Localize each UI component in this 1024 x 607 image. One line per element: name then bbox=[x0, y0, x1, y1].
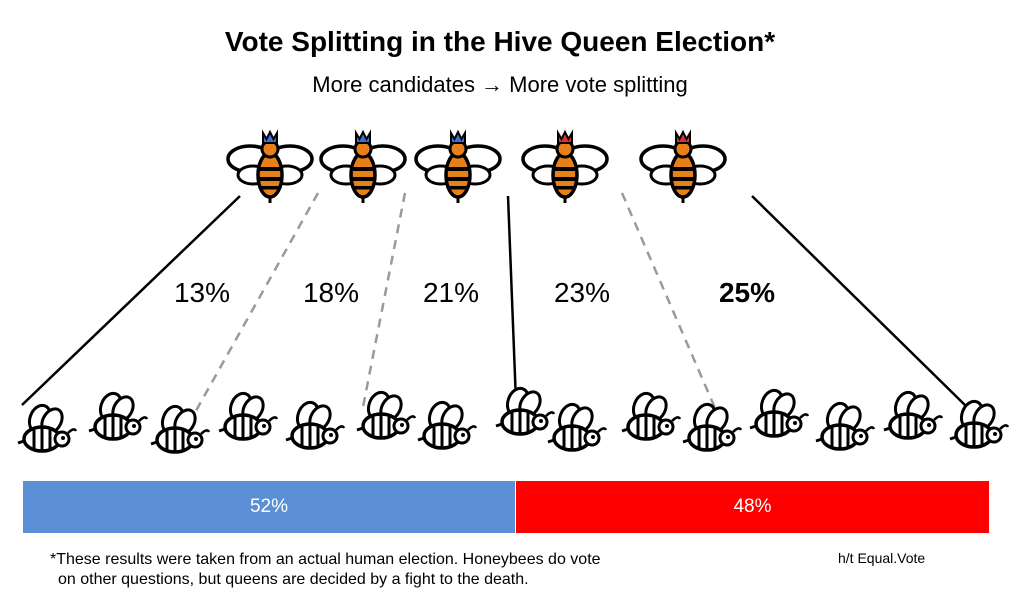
worker-bee-icon bbox=[814, 398, 876, 451]
worker-bee-icon bbox=[87, 388, 149, 441]
footnote: *These results were taken from an actual… bbox=[50, 550, 810, 590]
worker-bee-icon bbox=[16, 400, 78, 453]
red-total-label: 48% bbox=[733, 496, 772, 517]
crown-icon bbox=[262, 129, 278, 144]
worker-bee-icon bbox=[948, 396, 1010, 449]
queen-bee-icon bbox=[521, 129, 609, 205]
footnote-line-2: on other questions, but queens are decid… bbox=[58, 571, 529, 588]
worker-bee-icon bbox=[620, 388, 682, 441]
worker-bee-icon bbox=[882, 387, 944, 440]
worker-bee-icon bbox=[681, 399, 743, 452]
worker-bee-icon bbox=[217, 388, 279, 441]
worker-bee-voters bbox=[16, 383, 1010, 454]
worker-bee-icon bbox=[494, 383, 556, 436]
dashed-divider-line bbox=[620, 192, 720, 416]
connector-lines bbox=[21, 192, 969, 426]
crown-icon bbox=[450, 129, 466, 144]
vote-share-label: 25% bbox=[718, 277, 776, 308]
crown-icon bbox=[557, 129, 573, 144]
diagram-subtitle: More candidates → More vote splitting bbox=[312, 72, 688, 97]
worker-bee-icon bbox=[355, 387, 417, 440]
queen-bee-icon bbox=[414, 129, 502, 205]
credit-text: h/t Equal.Vote bbox=[838, 550, 926, 566]
queen-bee-icon bbox=[319, 129, 407, 205]
queen-bee-icon bbox=[639, 129, 727, 205]
crown-icon bbox=[675, 129, 691, 144]
solid-divider-line bbox=[21, 195, 241, 406]
worker-bee-icon bbox=[546, 399, 608, 452]
blue-total-bar: 52% bbox=[23, 481, 515, 533]
red-total-bar: 48% bbox=[516, 481, 989, 533]
footnote-line-1: *These results were taken from an actual… bbox=[50, 551, 601, 568]
diagram-title: Vote Splitting in the Hive Queen Electio… bbox=[224, 26, 776, 57]
worker-bee-icon bbox=[416, 397, 478, 450]
dashed-divider-line bbox=[360, 192, 407, 413]
dashed-divider-line bbox=[186, 192, 320, 426]
worker-bee-icon bbox=[284, 397, 346, 450]
solid-divider-line bbox=[751, 195, 969, 409]
queen-candidates bbox=[226, 129, 727, 205]
blue-total-label: 52% bbox=[249, 496, 289, 517]
queen-bee-icon bbox=[226, 129, 314, 205]
crown-icon bbox=[355, 129, 371, 144]
vote-share-label: 21% bbox=[422, 277, 480, 308]
worker-bee-icon bbox=[748, 385, 810, 438]
solid-divider-line bbox=[506, 195, 518, 403]
vote-share-label: 13% bbox=[173, 277, 231, 308]
vote-share-label: 18% bbox=[302, 277, 360, 308]
worker-bee-icon bbox=[149, 401, 211, 454]
vote-share-label: 23% bbox=[553, 277, 611, 308]
